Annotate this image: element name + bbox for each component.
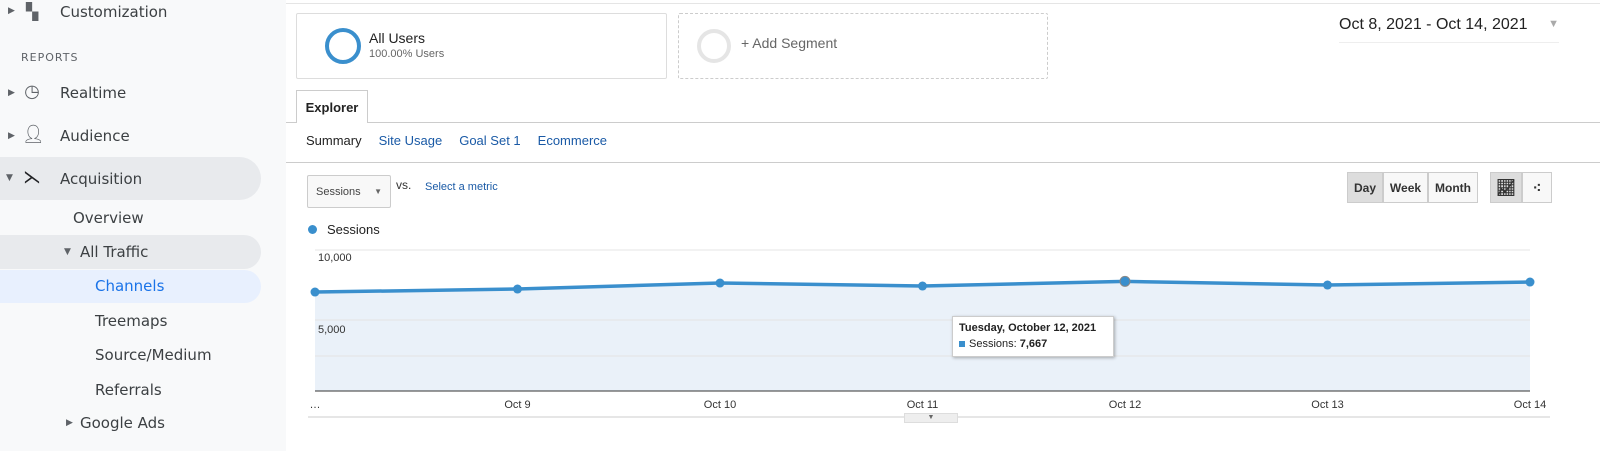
legend-marker — [308, 225, 317, 234]
dashboard-add-icon: ▚ — [25, 2, 39, 21]
subtab-divider — [286, 162, 1600, 163]
subtabs: Summary Site Usage Goal Set 1 Ecommerce — [306, 133, 607, 148]
caret-right-icon: ▶ — [8, 131, 15, 141]
caret-right-icon: ▶ — [8, 6, 15, 16]
x-tick-label: Oct 13 — [1311, 399, 1343, 411]
subtab-goal-set-1[interactable]: Goal Set 1 — [459, 133, 521, 148]
sidebar-item-audience[interactable]: ▶ 👤︎ Audience — [8, 124, 130, 146]
data-point — [918, 281, 927, 291]
x-tick-label: Oct 10 — [704, 399, 736, 411]
sidebar-item-source-medium[interactable]: Source/Medium — [95, 346, 212, 364]
caret-right-icon: ▶ — [66, 418, 73, 428]
caret-down-icon: ▼ — [6, 173, 13, 183]
chart-resize-handle[interactable]: ▼ — [904, 413, 958, 423]
sidebar-item-all-traffic[interactable]: ▼ All Traffic — [0, 235, 261, 269]
segment-circle-icon — [325, 28, 361, 64]
caret-down-icon: ▼ — [64, 247, 71, 257]
sidebar-item-channels[interactable]: Channels — [0, 270, 261, 303]
sidebar-item-referrals[interactable]: Referrals — [95, 381, 162, 399]
reports-heading: REPORTS — [21, 51, 79, 64]
tab-divider — [286, 122, 1600, 123]
segment-all-users[interactable]: All Users 100.00% Users — [296, 13, 667, 79]
dropdown-arrow-icon: ▼ — [1548, 18, 1559, 30]
tab-explorer[interactable]: Explorer — [296, 90, 368, 123]
x-tick-label: Oct 9 — [504, 399, 530, 411]
top-divider — [286, 3, 1600, 4]
sidebar-item-google-ads[interactable]: ▶ Google Ads — [66, 414, 165, 432]
data-point — [715, 278, 725, 288]
sidebar-item-overview[interactable]: Overview — [73, 209, 144, 227]
metric-select[interactable]: Sessions ▼ — [307, 175, 391, 208]
sidebar-item-realtime[interactable]: ▶ ◷ Realtime — [8, 81, 127, 103]
line-chart-icon[interactable]: 📈︎ — [1490, 172, 1522, 203]
subtab-site-usage[interactable]: Site Usage — [378, 133, 443, 148]
data-point — [1323, 280, 1332, 290]
week-button[interactable]: Week — [1383, 172, 1428, 203]
date-range-picker[interactable]: Oct 8, 2021 - Oct 14, 2021 ▼ — [1339, 16, 1559, 43]
acquisition-icon: ⋋ — [23, 167, 41, 188]
data-point — [1525, 277, 1535, 287]
main-content: All Users 100.00% Users + Add Segment Oc… — [286, 0, 1600, 451]
clock-icon: ◷ — [24, 81, 40, 102]
chart-tooltip: Tuesday, October 12, 2021 Sessions: 7,66… — [952, 316, 1114, 357]
series-marker — [959, 341, 965, 347]
data-point — [1119, 275, 1131, 287]
sidebar-item-treemaps[interactable]: Treemaps — [95, 312, 168, 330]
subtab-ecommerce[interactable]: Ecommerce — [537, 133, 608, 148]
x-tick-label: Oct 12 — [1109, 399, 1141, 411]
dropdown-arrow-icon: ▼ — [374, 187, 382, 196]
x-tick-label: … — [310, 399, 321, 411]
subtab-summary[interactable]: Summary — [306, 133, 362, 148]
day-button[interactable]: Day — [1347, 172, 1383, 203]
motion-chart-icon[interactable]: ⁖ — [1522, 172, 1552, 203]
y-tick-label: 5,000 — [318, 324, 346, 336]
caret-right-icon: ▶ — [8, 88, 15, 98]
x-tick-label: Oct 11 — [907, 399, 939, 411]
person-icon: 👤︎ — [22, 124, 45, 145]
select-metric-link[interactable]: Select a metric — [425, 181, 498, 193]
series-area — [315, 281, 1530, 391]
vs-label: vs. — [396, 178, 412, 192]
legend-sessions: Sessions — [327, 222, 380, 237]
data-point — [513, 284, 522, 294]
add-segment-button[interactable]: + Add Segment — [678, 13, 1048, 79]
sidebar: ▶ ▚ Customization REPORTS ▶ ◷ Realtime ▶… — [0, 0, 286, 451]
segment-placeholder-icon — [697, 29, 731, 63]
data-point — [310, 287, 320, 297]
sidebar-item-acquisition[interactable]: ▼ ⋋ Acquisition — [0, 157, 261, 200]
x-tick-label: Oct 14 — [1514, 399, 1546, 411]
month-button[interactable]: Month — [1428, 172, 1478, 203]
y-tick-label: 10,000 — [318, 252, 352, 264]
